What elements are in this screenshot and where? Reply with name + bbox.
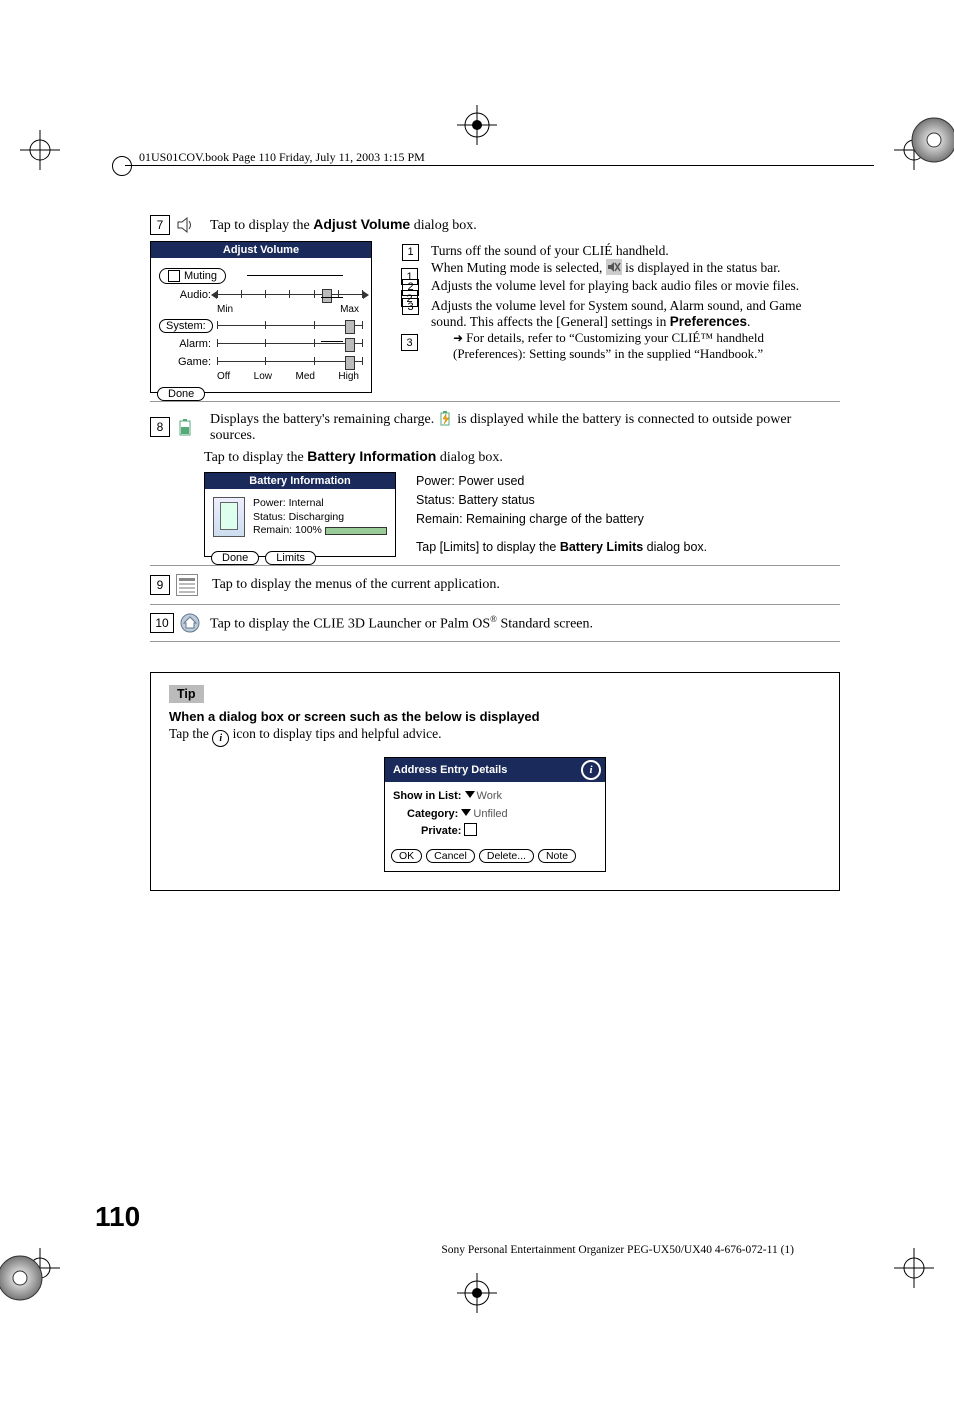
arrow-note: For details, refer to “Customizing your … [453, 330, 840, 362]
battery-readout: Power: Internal Status: Discharging Rema… [253, 497, 387, 538]
callout-7: 7 [150, 215, 170, 235]
done-button[interactable]: Done [157, 387, 205, 401]
info-icon[interactable]: i [581, 760, 601, 780]
section-8: 8 Displays the battery's remaining charg… [150, 410, 840, 566]
crop-mark-icon [0, 1253, 45, 1303]
battery-charging-icon [438, 410, 454, 426]
panel-title: Address Entry Details [393, 764, 507, 776]
muted-speaker-icon [606, 259, 622, 275]
row10-text: Tap to display the CLIE 3D Launcher or P… [210, 614, 593, 633]
home-icon [180, 613, 200, 633]
limits-button[interactable]: Limits [265, 551, 316, 565]
crop-mark-icon [909, 115, 954, 165]
callout-box-1: 1 [401, 268, 418, 285]
dropdown-icon[interactable] [465, 791, 475, 798]
tip-body: Tap the i icon to display tips and helpf… [169, 726, 821, 747]
info-icon: i [212, 730, 229, 747]
crop-mark-icon [457, 105, 497, 145]
done-button[interactable]: Done [211, 551, 259, 565]
cancel-button[interactable]: Cancel [426, 849, 475, 863]
label-audio: Audio: [159, 289, 211, 301]
row7-lead: Tap to display the Adjust Volume dialog … [210, 216, 477, 234]
speaker-icon [176, 215, 196, 235]
callout-9: 9 [150, 575, 170, 595]
menu-icon [176, 574, 198, 596]
system-slider[interactable] [217, 319, 363, 333]
label-system: System: [159, 319, 213, 333]
dropdown-icon[interactable] [461, 809, 471, 816]
row8-text: Displays the battery's remaining charge.… [210, 410, 840, 444]
battery-bar [325, 527, 387, 535]
battery-notes: Power: Power used Status: Battery status… [416, 472, 840, 557]
tip-headline: When a dialog box or screen such as the … [169, 709, 821, 724]
row8-text2: Tap to display the Battery Information d… [204, 448, 840, 466]
crop-mark-icon [20, 130, 60, 170]
row9-text: Tap to display the menus of the current … [212, 577, 500, 593]
callout-line [321, 297, 343, 298]
alarm-slider[interactable] [217, 337, 363, 351]
panel-title: Battery Information [205, 473, 395, 489]
label-alarm: Alarm: [159, 338, 211, 350]
callout-8: 8 [150, 417, 170, 437]
row7-notes: 1 Turns off the sound of your CLIÉ handh… [402, 241, 840, 364]
callout-line [247, 275, 343, 276]
adjust-volume-panel: Adjust Volume Muting Audio: [150, 241, 372, 393]
audio-slider[interactable] [217, 288, 363, 302]
callout-box-2: 2 [401, 290, 418, 307]
panel-title: Adjust Volume [151, 242, 371, 258]
callout-10: 10 [150, 613, 174, 633]
game-slider[interactable] [217, 355, 363, 369]
delete-button[interactable]: Delete... [479, 849, 534, 863]
checkbox[interactable] [464, 823, 477, 836]
section-9: 9 Tap to display the menus of the curren… [150, 574, 840, 605]
tip-box: Tip When a dialog box or screen such as … [150, 672, 840, 891]
note-button[interactable]: Note [538, 849, 576, 863]
crop-mark-icon [894, 1248, 934, 1288]
header-caption: 01US01COV.book Page 110 Friday, July 11,… [135, 150, 429, 165]
header-rule [125, 165, 874, 166]
crop-mark-icon [457, 1273, 497, 1313]
battery-large-icon [213, 497, 245, 537]
page-number: 110 [95, 1201, 140, 1233]
section-10: 10 Tap to display the CLIE 3D Launcher o… [150, 613, 840, 642]
checkbox-icon [168, 270, 180, 282]
ok-button[interactable]: OK [391, 849, 422, 863]
battery-info-panel: Battery Information Power: Internal Stat… [204, 472, 396, 557]
content-area: 7 Tap to display the Adjust Volume dialo… [150, 215, 840, 891]
page: 01US01COV.book Page 110 Friday, July 11,… [0, 0, 954, 1418]
address-entry-panel: Address Entry Details i Show in List: Wo… [384, 757, 606, 872]
callout-box-3: 3 [401, 334, 418, 351]
binding-circle-icon [112, 156, 132, 176]
battery-icon [176, 417, 196, 437]
tip-label: Tip [169, 685, 204, 703]
section-7: 7 Tap to display the Adjust Volume dialo… [150, 215, 840, 402]
muting-toggle[interactable]: Muting [159, 268, 226, 284]
callout-line [321, 341, 343, 342]
footer-text: Sony Personal Entertainment Organizer PE… [441, 1244, 794, 1256]
label-game: Game: [159, 356, 211, 368]
